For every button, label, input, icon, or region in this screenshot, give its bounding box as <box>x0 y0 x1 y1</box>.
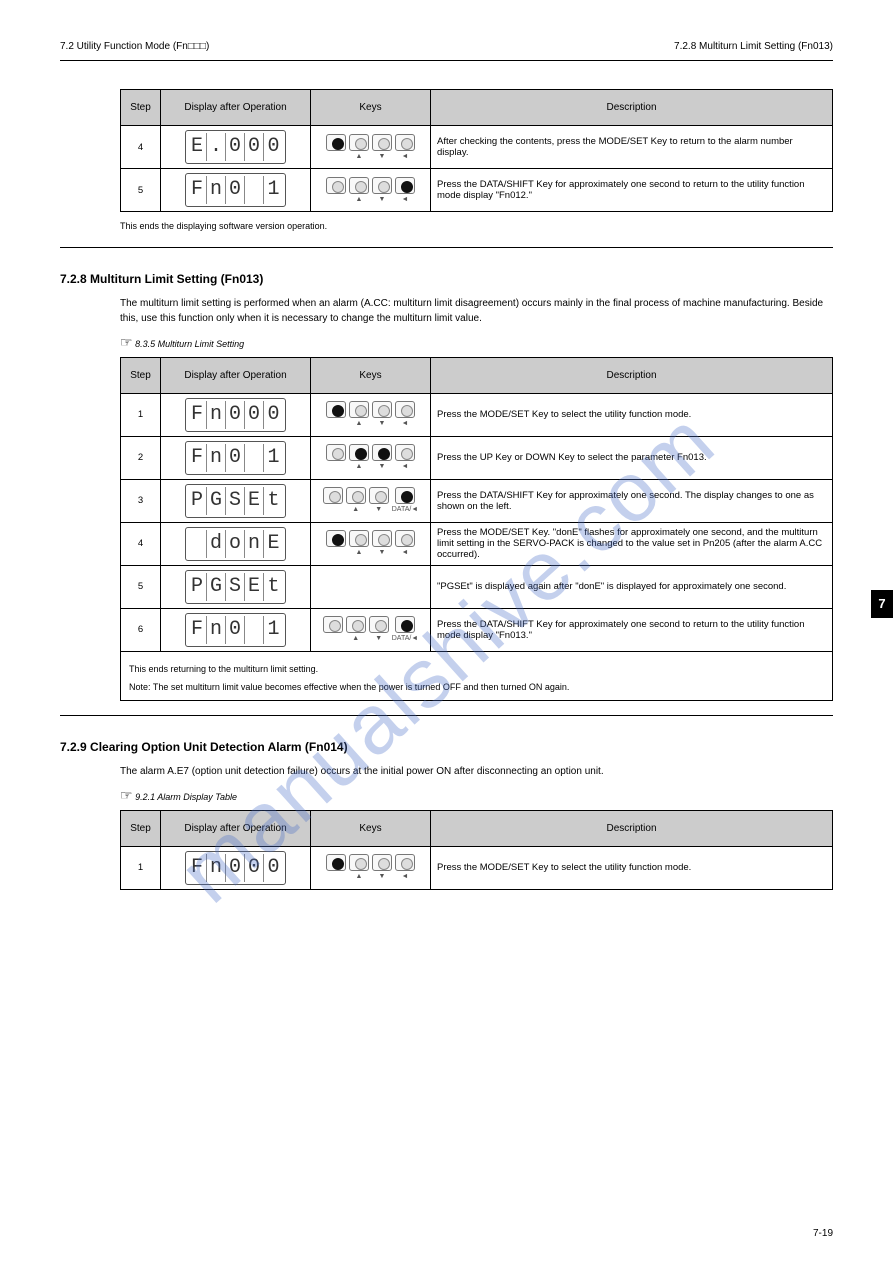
key-button <box>346 616 366 633</box>
section3-title: 7.2.9 Clearing Option Unit Detection Ala… <box>60 740 833 754</box>
lcd-display: E.000 <box>185 130 286 164</box>
th-display: Display after Operation <box>161 90 311 126</box>
lcd-display: donE <box>185 527 286 561</box>
key-button <box>323 616 343 633</box>
table-row: 1Fn000▲▼◄Press the MODE/SET Key to selec… <box>121 393 833 436</box>
procedure-table-3: Step Display after Operation Keys Descri… <box>120 810 833 890</box>
keypad: ▲▼◄ <box>326 444 415 471</box>
table-row: 6Fn0 1▲▼DATA/◄Press the DATA/SHIFT Key f… <box>121 608 833 651</box>
page-number: 7-19 <box>813 1228 833 1239</box>
th-desc: Description <box>431 90 833 126</box>
keypad: ▲▼◄ <box>326 530 415 557</box>
key-button <box>395 616 415 633</box>
key-button <box>372 854 392 871</box>
key-button <box>349 177 369 194</box>
key-button <box>349 134 369 151</box>
procedure-table-2: Step Display after Operation Keys Descri… <box>120 357 833 652</box>
key-button <box>326 444 346 461</box>
key-button <box>395 401 415 418</box>
key-button <box>395 134 415 151</box>
key-button <box>346 487 366 504</box>
header-left: 7.2 Utility Function Mode (Fn□□□) <box>60 41 209 52</box>
lcd-display: Fn0 1 <box>185 613 286 647</box>
header-rule: 7.2 Utility Function Mode (Fn□□□) 7.2.8 … <box>60 60 833 61</box>
key-button <box>349 444 369 461</box>
section2-ref: ☞ 8.3.5 Multiturn Limit Setting <box>120 334 833 351</box>
lcd-display: Fn000 <box>185 398 286 432</box>
table-row: 4 donE▲▼◄Press the MODE/SET Key. "donE" … <box>121 522 833 565</box>
key-button <box>372 134 392 151</box>
table2-after1: This ends returning to the multiturn lim… <box>129 663 824 676</box>
key-button <box>323 487 343 504</box>
key-button <box>372 401 392 418</box>
key-button <box>349 854 369 871</box>
table-row: 3PGSEt▲▼DATA/◄Press the DATA/SHIFT Key f… <box>121 479 833 522</box>
section2-desc: The multiturn limit setting is performed… <box>120 296 833 326</box>
header-right: 7.2.8 Multiturn Limit Setting (Fn013) <box>674 41 833 52</box>
table-row: 5PGSEt"PGSEt" is displayed again after "… <box>121 565 833 608</box>
keypad: ▲▼DATA/◄ <box>323 616 419 643</box>
lcd-display: PGSEt <box>185 484 286 518</box>
key-button <box>372 444 392 461</box>
table-row: 4E.000▲▼◄After checking the contents, pr… <box>121 126 833 169</box>
key-button <box>369 487 389 504</box>
key-button <box>326 530 346 547</box>
section3-ref: ☞ 9.2.1 Alarm Display Table <box>120 787 833 804</box>
key-button <box>326 401 346 418</box>
section2-title: 7.2.8 Multiturn Limit Setting (Fn013) <box>60 272 833 286</box>
key-button <box>349 401 369 418</box>
key-button <box>395 854 415 871</box>
key-button <box>326 177 346 194</box>
lcd-display: Fn0 1 <box>185 173 286 207</box>
section3-desc: The alarm A.E7 (option unit detection fa… <box>120 764 833 779</box>
key-button <box>372 530 392 547</box>
th-keys: Keys <box>311 90 431 126</box>
table-row: 5Fn0 1▲▼◄Press the DATA/SHIFT Key for ap… <box>121 169 833 212</box>
chapter-tab: 7 <box>871 590 893 618</box>
key-button <box>369 616 389 633</box>
lcd-display: Fn000 <box>185 851 286 885</box>
keypad: ▲▼DATA/◄ <box>323 487 419 514</box>
table-row: 2Fn0 1▲▼◄Press the UP Key or DOWN Key to… <box>121 436 833 479</box>
page-content: 7.2 Utility Function Mode (Fn□□□) 7.2.8 … <box>0 0 893 928</box>
key-button <box>372 177 392 194</box>
table2-after2: Note: The set multiturn limit value beco… <box>129 681 824 694</box>
key-button <box>395 530 415 547</box>
lcd-display: PGSEt <box>185 570 286 604</box>
key-button <box>326 854 346 871</box>
key-button <box>349 530 369 547</box>
keypad: ▲▼◄ <box>326 854 415 881</box>
key-button <box>326 134 346 151</box>
th-step: Step <box>121 90 161 126</box>
table1-after: This ends the displaying software versio… <box>120 220 833 233</box>
keypad: ▲▼◄ <box>326 134 415 161</box>
lcd-display: Fn0 1 <box>185 441 286 475</box>
procedure-table-1: Step Display after Operation Keys Descri… <box>120 89 833 212</box>
key-button <box>395 444 415 461</box>
keypad: ▲▼◄ <box>326 401 415 428</box>
key-button <box>395 487 415 504</box>
key-button <box>395 177 415 194</box>
table-row: 1Fn000▲▼◄Press the MODE/SET Key to selec… <box>121 846 833 889</box>
keypad: ▲▼◄ <box>326 177 415 204</box>
